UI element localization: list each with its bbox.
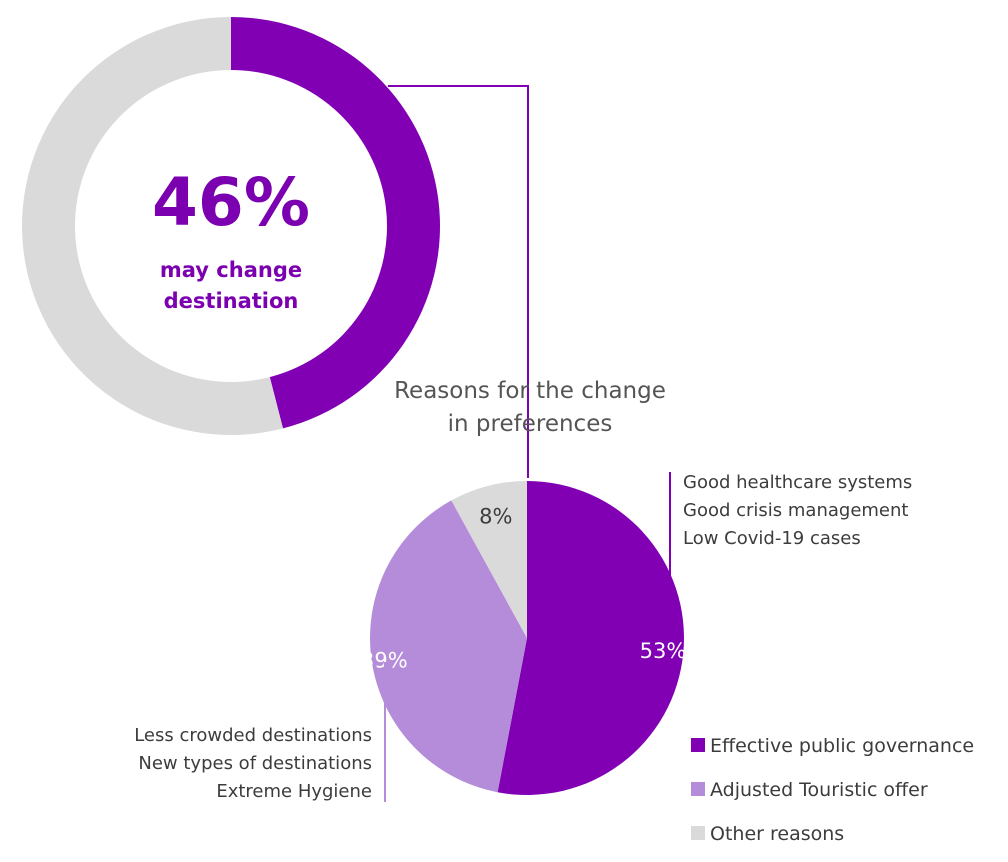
- legend-label-2: Other reasons: [710, 823, 844, 845]
- pie-title-line2: in preferences: [448, 411, 613, 437]
- donut-center-value: 46%: [152, 164, 310, 241]
- pie-label-2: 8%: [479, 504, 512, 528]
- reason-touristic-1: Less crowded destinations: [134, 725, 372, 746]
- legend-label-1: Adjusted Touristic offer: [710, 779, 928, 801]
- donut-center-text-line1: may change: [160, 258, 302, 282]
- donut-slice-1: [21, 17, 283, 435]
- pie-slice-2: [451, 481, 527, 638]
- reason-governance-3: Low Covid-19 cases: [683, 528, 861, 549]
- legend-swatch-1: [691, 782, 705, 796]
- reason-touristic-3: Extreme Hygiene: [216, 781, 372, 802]
- reason-touristic-2: New types of destinations: [138, 753, 372, 774]
- donut-slice-0: [231, 17, 440, 429]
- legend-swatch-0: [691, 738, 705, 752]
- legend-label-0: Effective public governance: [710, 735, 974, 757]
- pie-label-0: 53%: [640, 639, 687, 663]
- donut-chart: [21, 17, 440, 435]
- connector-line: [388, 85, 529, 478]
- pie-slice-0: [497, 481, 684, 795]
- pie-slice-1: [369, 500, 527, 793]
- legend-swatch-2: [691, 826, 705, 840]
- legend: Effective public governance Adjusted Tour…: [691, 735, 974, 845]
- reason-governance-1: Good healthcare systems: [683, 472, 912, 493]
- pie-title-line1: Reasons for the change: [394, 378, 666, 404]
- pie-chart: 53%39%8%: [361, 481, 686, 795]
- reason-governance-2: Good crisis management: [683, 500, 908, 521]
- donut-center-text-line2: destination: [164, 289, 299, 313]
